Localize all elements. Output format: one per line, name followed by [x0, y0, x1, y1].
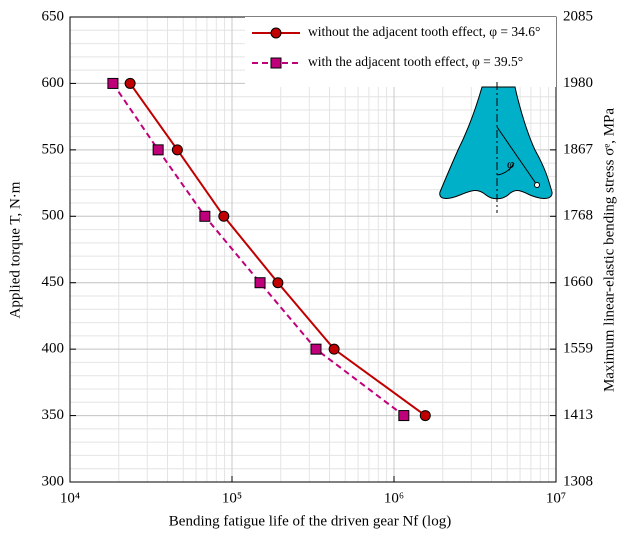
y2-tick-label: 1980: [563, 75, 593, 91]
y2-tick-label: 1660: [563, 274, 593, 290]
contact-point: [534, 182, 540, 188]
gear-tooth: [439, 86, 553, 200]
y2-tick-label: 1768: [563, 208, 593, 224]
y-tick-label: 500: [42, 208, 65, 224]
y2-tick-label: 2085: [563, 8, 593, 24]
data-point: [398, 410, 410, 422]
gear-inset: φ: [439, 82, 553, 213]
angle-arc: [496, 162, 515, 176]
y-tick-label: 400: [42, 341, 65, 357]
data-point: [419, 410, 431, 422]
legend-marker: [270, 27, 282, 39]
series-line: [112, 82, 405, 417]
legend-marker: [270, 57, 282, 69]
y-tick-label: 600: [42, 75, 65, 91]
data-point: [107, 77, 119, 89]
x-tick-label: 10⁴: [60, 490, 80, 506]
x-tick-label: 10⁶: [384, 490, 404, 506]
y2-tick-label: 1413: [563, 407, 593, 423]
data-point: [152, 144, 164, 156]
data-point: [272, 277, 284, 289]
y-tick-label: 450: [42, 274, 65, 290]
y-tick-label: 300: [42, 473, 65, 489]
x-tick-label: 10⁵: [222, 490, 242, 506]
x-axis-title: Bending fatigue life of the driven gear …: [169, 513, 451, 529]
y-tick-label: 550: [42, 141, 65, 157]
y2-axis-title: Maximum linear-elastic bending stress σᵉ…: [601, 108, 617, 392]
y-tick-label: 650: [42, 8, 65, 24]
y2-tick-label: 1559: [563, 341, 593, 357]
angle-label: φ: [507, 156, 514, 171]
legend-label: with the adjacent tooth effect, φ = 39.5…: [308, 54, 523, 69]
data-point: [218, 210, 230, 222]
y-tick-label: 350: [42, 407, 65, 423]
y-axis-title: Applied torque T, N·m: [7, 181, 23, 318]
data-point: [310, 343, 322, 355]
data-point: [171, 144, 183, 156]
data-point: [199, 210, 211, 222]
x-tick-label: 10⁷: [546, 490, 566, 506]
data-point: [328, 343, 340, 355]
legend-label: without the adjacent tooth effect, φ = 3…: [308, 24, 540, 39]
grid: [69, 16, 557, 483]
y2-tick-label: 1308: [563, 473, 593, 489]
data-point: [254, 277, 266, 289]
series-line: [129, 82, 426, 417]
y2-tick-label: 1867: [563, 141, 594, 157]
angle-line: [496, 126, 538, 186]
legend-box: [245, 17, 556, 87]
data-point: [124, 77, 136, 89]
